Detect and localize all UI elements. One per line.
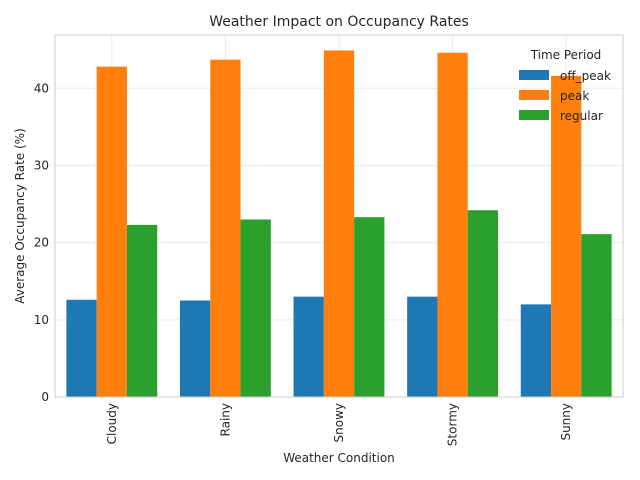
bar-regular-cloudy <box>126 224 158 397</box>
y-tick-label: 40 <box>34 81 49 95</box>
legend-swatch <box>519 110 549 120</box>
bar-peak-stormy <box>437 52 468 398</box>
bar-regular-snowy <box>354 217 385 397</box>
bar-peak-sunny <box>551 75 582 397</box>
x-tick-label: Rainy <box>218 403 232 436</box>
bar-regular-stormy <box>467 210 499 397</box>
y-tick-label: 10 <box>34 313 49 327</box>
plot-frame <box>54 34 624 398</box>
y-tick-labels: 0 10 20 30 40 <box>34 81 49 404</box>
legend-label: regular <box>560 109 603 123</box>
legend-label: peak <box>560 89 589 103</box>
x-axis-label: Weather Condition <box>283 451 395 465</box>
y-tick-label: 30 <box>34 158 49 172</box>
x-tick-label: Stormy <box>446 403 460 446</box>
bar-off_peak-snowy <box>293 296 324 397</box>
y-tick-label: 0 <box>41 390 49 404</box>
bars <box>66 50 612 398</box>
bar-off_peak-rainy <box>179 300 211 397</box>
x-tick-labels: Cloudy Rainy Snowy Stormy Sunny <box>105 403 573 446</box>
y-tick-label: 20 <box>34 236 49 250</box>
legend-label: off_peak <box>560 69 611 83</box>
chart-title: Weather Impact on Occupancy Rates <box>209 14 469 30</box>
bar-peak-snowy <box>323 50 355 397</box>
legend-title: Time Period <box>530 48 602 62</box>
bar-regular-sunny <box>581 234 612 397</box>
x-tick-label: Cloudy <box>105 403 119 444</box>
bar-off_peak-stormy <box>407 296 438 397</box>
x-tick-label: Snowy <box>332 403 346 442</box>
bar-off_peak-cloudy <box>66 299 97 397</box>
legend-swatch <box>519 70 549 80</box>
x-tick-label: Sunny <box>559 403 573 441</box>
bar-off_peak-sunny <box>520 304 552 397</box>
bar-regular-rainy <box>240 219 271 397</box>
legend-swatch <box>519 90 549 100</box>
bar-peak-cloudy <box>96 66 127 397</box>
bar-peak-rainy <box>210 59 241 397</box>
y-axis-label: Average Occupancy Rate (%) <box>13 128 27 304</box>
